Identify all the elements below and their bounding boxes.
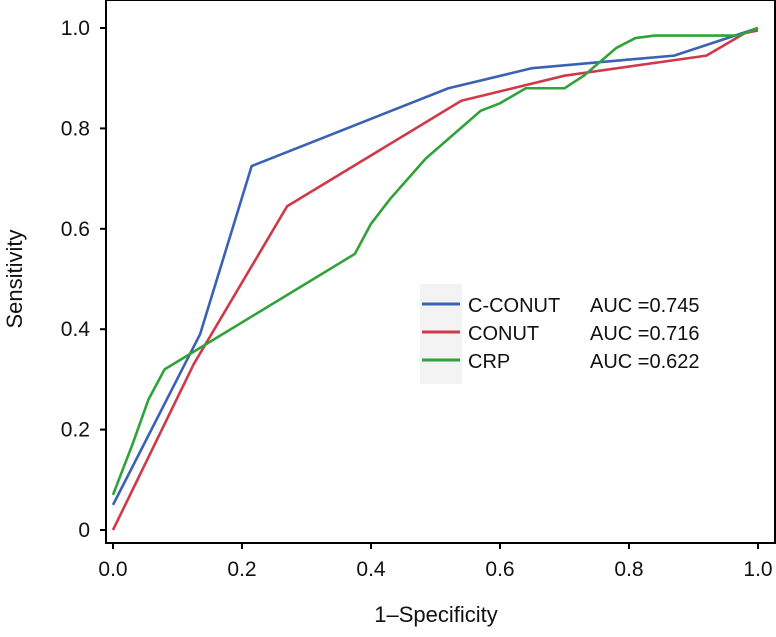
y-tick-label: 0.2 — [61, 419, 90, 442]
legend-swatch-background — [420, 284, 462, 384]
series-line-crp — [111, 26, 759, 496]
x-axis-label: 1–Specificity — [374, 602, 498, 627]
legend-label: C-CONUT — [468, 295, 560, 317]
y-tick-label: 0 — [78, 519, 90, 542]
series-lines — [111, 26, 759, 531]
legend-auc: AUC =0.622 — [590, 351, 700, 373]
plot-frame — [105, 0, 776, 544]
x-tick-label: 0.0 — [98, 558, 127, 581]
legend-auc: AUC =0.716 — [590, 323, 700, 345]
legend: C-CONUT AUC =0.745 CONUT AUC =0.716 CRP AUC =… — [420, 284, 700, 384]
legend-auc: AUC =0.745 — [590, 295, 700, 317]
x-tick-label: 0.4 — [356, 558, 386, 581]
y-tick-label: 0.6 — [61, 218, 90, 241]
x-tick-label: 0.6 — [485, 558, 514, 581]
series-line-c-conut — [111, 26, 759, 506]
series-line-conut — [111, 29, 759, 531]
legend-label: CONUT — [468, 323, 539, 345]
y-tick-label: 0.8 — [61, 117, 90, 140]
y-tick-label: 0.4 — [61, 318, 91, 341]
x-tick-label: 0.2 — [227, 558, 256, 581]
x-tick-label: 0.8 — [614, 558, 643, 581]
x-tick-label: 1.0 — [743, 558, 772, 581]
legend-label: CRP — [468, 351, 510, 373]
axes: 0.0 0.2 0.4 0.6 0.8 1.0 0 0.2 0.4 0.6 0.8 1.0 — [61, 0, 776, 581]
y-tick-label: 1.0 — [61, 17, 90, 40]
y-axis-label: Sensitivity — [2, 229, 27, 328]
